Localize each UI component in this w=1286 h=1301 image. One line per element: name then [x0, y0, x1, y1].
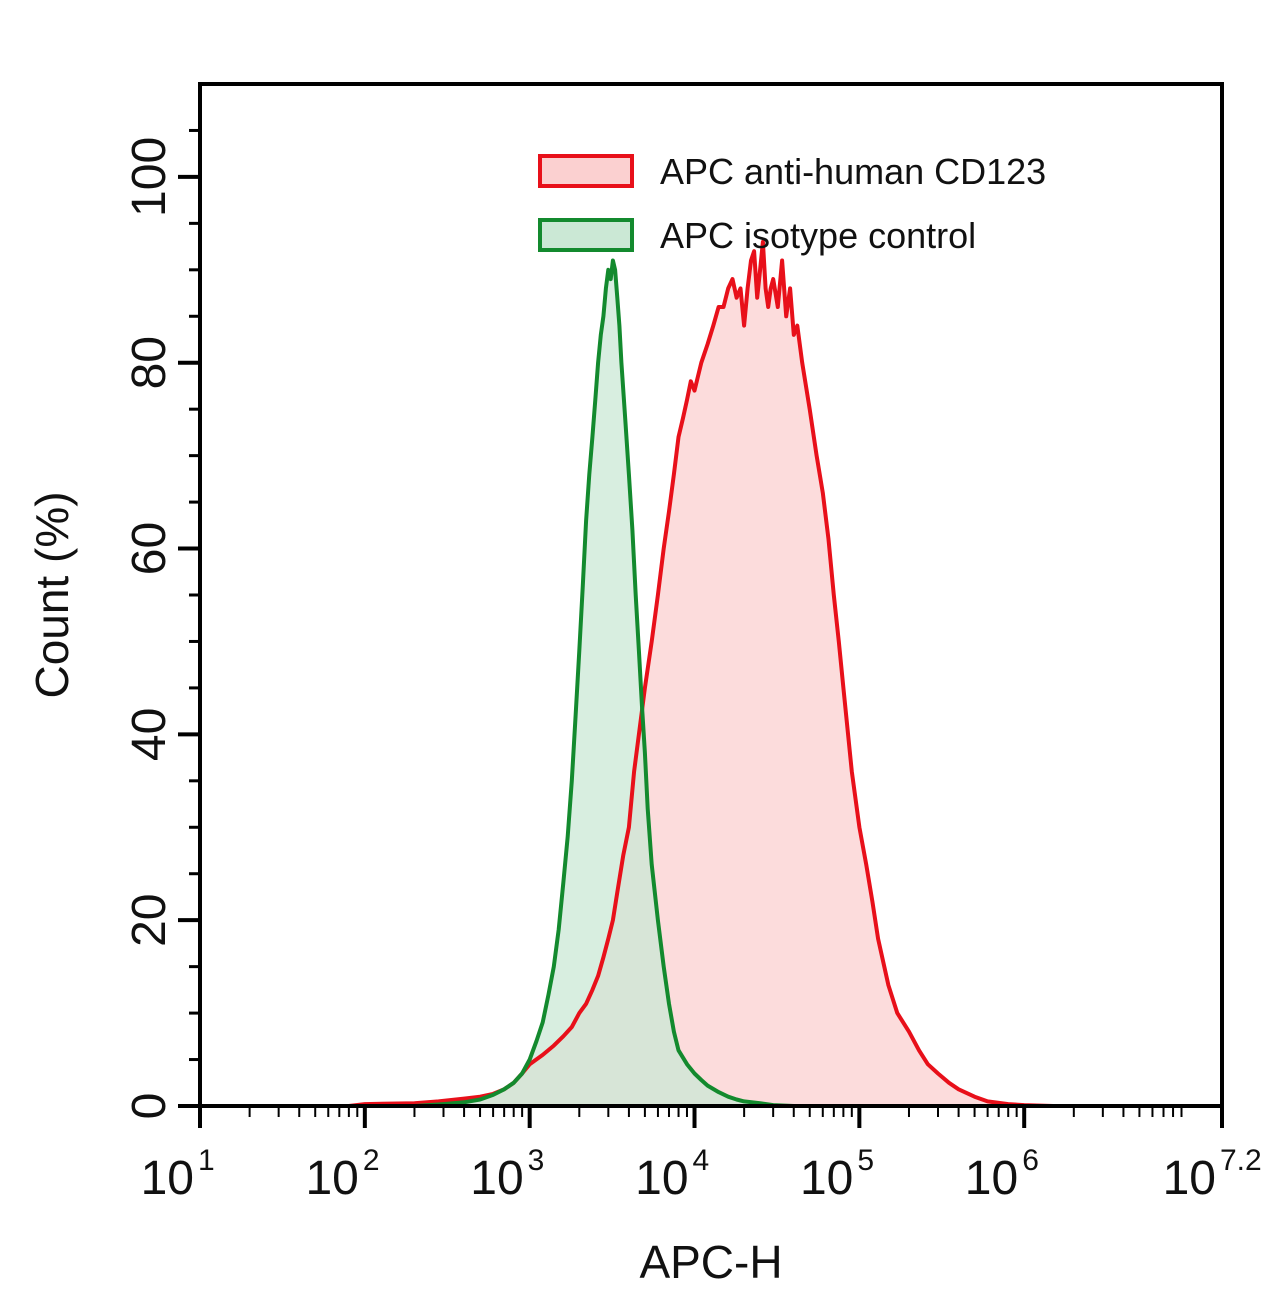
x-axis-title: APC-H — [639, 1236, 782, 1288]
y-tick-label: 80 — [123, 336, 176, 389]
x-tick-exponent: 2 — [363, 1144, 380, 1177]
x-tick-exponent: 5 — [857, 1144, 874, 1177]
y-axis-title: Count (%) — [26, 491, 78, 698]
legend-swatch-1 — [538, 218, 634, 252]
legend-label-0: APC anti-human CD123 — [660, 151, 1046, 192]
series-fills — [348, 241, 1054, 1106]
series-line-1 — [414, 258, 794, 1108]
x-tick-label: 10 — [800, 1152, 853, 1205]
legend-label-1: APC isotype control — [660, 215, 976, 256]
legend-swatch-0 — [538, 154, 634, 188]
y-tick-label: 0 — [123, 1093, 176, 1120]
series-area-0 — [348, 241, 1054, 1106]
y-tick-label: 20 — [123, 894, 176, 947]
x-tick-label: 10 — [635, 1152, 688, 1205]
series-area-1 — [414, 260, 794, 1106]
x-tick-label: 10 — [305, 1152, 358, 1205]
x-tick-exponent: 7.2 — [1220, 1144, 1262, 1177]
x-tick-label: 10 — [1163, 1152, 1216, 1205]
legend: APC anti-human CD123 APC isotype control — [538, 151, 1046, 256]
x-tick-exponent: 4 — [693, 1144, 710, 1177]
y-tick-label: 100 — [123, 137, 176, 217]
y-tick-label: 60 — [123, 522, 176, 575]
x-tick-label: 10 — [965, 1152, 1018, 1205]
series-line-0 — [348, 239, 1054, 1108]
x-tick-exponent: 6 — [1022, 1144, 1039, 1177]
axis-ticks — [178, 128, 1224, 1128]
y-tick-label: 40 — [123, 708, 176, 761]
x-tick-label: 10 — [470, 1152, 523, 1205]
series-layer — [348, 239, 1054, 1108]
x-tick-label: 10 — [141, 1152, 194, 1205]
x-tick-exponent: 3 — [528, 1144, 545, 1177]
series-lines — [348, 239, 1054, 1108]
x-tick-exponent: 1 — [198, 1144, 215, 1177]
